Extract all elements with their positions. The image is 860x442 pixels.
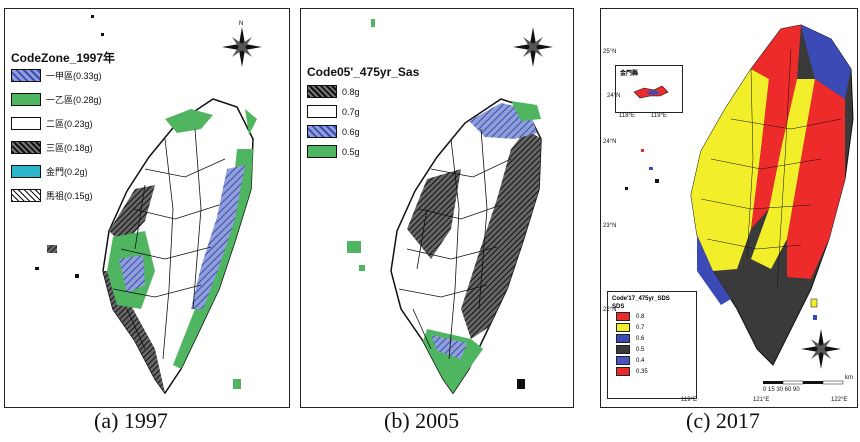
legend-item: 0.5	[616, 345, 696, 354]
lon-tick: 121°E	[753, 397, 770, 403]
legend-item: 0.8g	[307, 85, 360, 98]
map-panel-2005: Code05'_475yr_Sas 0.8g 0.7g 0.6g 0.5g	[300, 8, 574, 408]
legend-title: Code'17_475yr_SDS	[612, 296, 670, 302]
legend-item: 三區(0.18g)	[11, 141, 93, 154]
taiwan-map-2017	[625, 24, 854, 385]
legend-item: 0.7g	[307, 105, 360, 118]
scale-bar	[763, 380, 844, 385]
inset-tick: 119°E	[651, 113, 667, 119]
legend-item: 一乙區(0.28g)	[11, 93, 102, 106]
svg-text:N: N	[239, 21, 243, 27]
legend-subtitle: SDS	[612, 304, 625, 310]
kinmen-inset: 金門縣	[615, 65, 683, 113]
inset-tick: 24°N	[607, 93, 621, 99]
legend-title: CodeZone_1997年	[11, 51, 116, 65]
legend-item: 0.7	[616, 323, 696, 332]
compass-rose-icon	[513, 27, 553, 67]
map-panel-1997: N CodeZone_1997年 一甲區(0.33g) 一乙區(0.28g) 二…	[4, 8, 290, 408]
taiwan-map-2005	[347, 19, 553, 395]
legend-item: 0.4	[616, 356, 696, 365]
legend-item: 馬祖(0.15g)	[11, 189, 93, 202]
legend-item: 一甲區(0.33g)	[11, 69, 102, 82]
legend-item: 0.35	[616, 367, 696, 376]
legend-item: 0.6	[616, 334, 696, 343]
legend-item: 金門(0.2g)	[11, 165, 88, 178]
legend-item: 二區(0.23g)	[11, 117, 93, 130]
lon-tick: 119°E	[681, 397, 697, 403]
caption-b: (b) 2005	[384, 408, 460, 433]
map-panel-2017: 金門縣 Code'17_475yr_SDS SDS 0.8 0.7 0.6 0.…	[600, 8, 858, 408]
lat-tick: 24°N	[603, 139, 617, 145]
sds-legend: Code'17_475yr_SDS SDS 0.8 0.7 0.6 0.5 0.…	[607, 291, 697, 399]
caption-a: (a) 1997	[94, 408, 168, 433]
compass-rose-icon	[801, 329, 841, 369]
lat-tick: 22°N	[603, 307, 617, 313]
legend-item: 0.6g	[307, 125, 360, 138]
compass-rose-icon: N	[222, 21, 262, 67]
legend-title: Code05'_475yr_Sas	[307, 65, 420, 79]
inset-tick: 118°E	[619, 113, 635, 119]
legend-item: 0.5g	[307, 145, 360, 158]
scale-ticks: 0 15 30 60 90	[763, 387, 800, 393]
lat-tick: 25°N	[603, 49, 617, 55]
legend-item: 0.8	[616, 312, 696, 321]
taiwan-map-1997: N	[35, 15, 262, 395]
lat-tick: 23°N	[603, 223, 617, 229]
caption-c: (c) 2017	[686, 408, 760, 433]
scale-unit: km	[845, 375, 853, 381]
inset-label: 金門縣	[620, 71, 639, 77]
lon-tick: 122°E	[831, 397, 848, 403]
